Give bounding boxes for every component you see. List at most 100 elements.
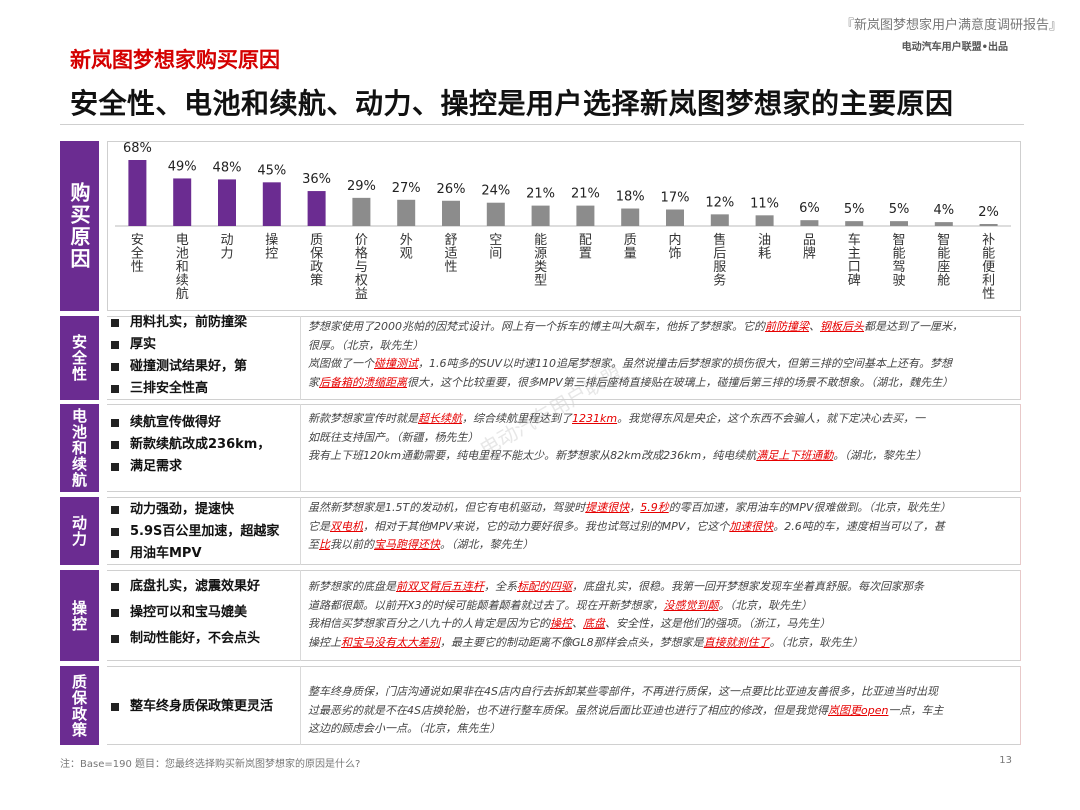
quotes-warranty: 整车终身质保，门店沟通说如果非在4S店内自行去拆卸某些零部件，不再进行质保，这一… [308,683,1014,739]
category-label-15: 品牌 [803,233,816,262]
report-subtitle: 电动汽车用户联盟•出品 [901,42,1008,53]
quotes-battery: 新款梦想家宣传时就是超长续航，综合续航里程达到了1231km。我觉得东风是央企，… [308,410,1014,466]
bar-6 [397,199,416,226]
quote-line: 操控上和宝马没有太大差别，最主要它的制动距离不像GL8那样会点头，梦想家是直接就… [308,635,864,649]
category-label-6: 外观 [400,233,413,262]
bar-1 [173,178,192,226]
row-label-warranty: 质保政策 [60,666,99,745]
bar-7 [442,200,460,226]
quotes-handling: 新梦想家的底盘是前双叉臂后五连杆，全系标配的四驱，底盘扎实，很稳。我第一回开梦想… [308,578,1014,652]
quote-highlight: 和宝马没有太大差别 [341,635,440,649]
bar-10 [576,205,595,226]
quote-highlight: 1231km [572,412,618,425]
row-label-safety: 安全性 [60,316,99,400]
point-item: 新款续航改成236km， [110,434,270,456]
point-item: 用料扎实，前防撞梁 [110,312,247,334]
data-label-4: 36% [302,172,331,187]
quote-highlight: 钢板后头 [820,320,864,333]
quote-line: 新款梦想家宣传时就是超长续航，综合续航里程达到了1231km。我觉得东风是央企，… [308,412,926,425]
bar-13 [710,214,729,226]
data-label-0: 68% [123,141,152,156]
data-label-10: 21% [571,187,600,202]
point-item-cont: 满足需求 [110,456,270,478]
quote-highlight: 满足上下班通勤 [756,449,834,462]
bar-5 [352,197,371,226]
purchase-reasons-label: 购买原因 [60,141,99,311]
points-safety: 用料扎实，前防撞梁 厚实 碰撞测试结果好，第 三排安全性高 [110,312,247,400]
quote-highlight: 加速很快 [729,519,774,533]
quote-highlight: 底盘 [583,617,605,630]
point-item-cont: 用油车MPV [110,543,279,565]
row-frame-battery [107,404,1021,492]
row-frame-handling [107,570,1021,661]
quote-highlight: 宝马跑得还快 [374,538,440,551]
point-item: 碰撞测试结果好，第 [110,356,247,378]
data-label-13: 12% [705,195,734,210]
points-handling: 底盘扎实，滤震效果好 操控可以和宝马媲美 制动性能好，不会点头 [110,576,260,650]
data-label-12: 17% [661,191,690,206]
data-label-18: 4% [933,203,954,218]
data-label-9: 21% [526,187,555,202]
quotes-frame-battery [300,404,1021,492]
bar-18 [934,222,953,226]
data-label-3: 45% [257,163,286,178]
quote-line: 它是双电机，相对于其他MPV来说，它的动力要好很多。我也试驾过别的MPV，它这个… [308,519,945,533]
quote-line: 这边的顾虑会小一点。（北京，焦先生） [308,722,501,735]
point-item: 5.9S百公里加速，超越家 [110,521,279,543]
quote-highlight: 后备箱的溃缩距离 [319,375,407,389]
quote-line: 岚图做了一个碰撞测试，1.6吨多的SUV以时速110追尾梦想家。虽然说撞击后梦想… [308,357,953,370]
quote-line: 虽然新梦想家是1.5T的发动机，但它有电机驱动，驾驶时提速很快，5.9秒的零百加… [308,501,951,514]
bar-14 [755,215,774,226]
quotes-frame-warranty [300,666,1021,745]
quote-line: 新梦想家的底盘是前双叉臂后五连杆，全系标配的四驱，底盘扎实，很稳。我第一回开梦想… [308,580,924,593]
quote-highlight: 提速很快 [585,501,630,514]
page-headline: 安全性、电池和续航、动力、操控是用户选择新岚图梦想家的主要原因 [70,87,954,120]
bar-8 [486,202,505,226]
category-label-17: 智能驾驶 [892,233,905,289]
quote-line: 整车终身质保，门店沟通说如果非在4S店内自行去拆卸某些零部件，不再进行质保，这一… [308,685,938,698]
chart-frame [107,141,1021,311]
points-battery: 续航宣传做得好 新款续航改成236km， 满足需求 [110,412,270,478]
point-item: 底盘扎实，滤震效果好 [110,576,260,598]
quotes-power: 虽然新梦想家是1.5T的发动机，但它有电机驱动，驾驶时提速很快，5.9秒的零百加… [308,499,1014,555]
point-item: 整车终身质保政策更灵活 [110,696,273,718]
quote-highlight: 前双叉臂后五连杆 [396,580,484,593]
point-item: 续航宣传做得好 [110,412,270,434]
bar-3 [262,182,281,226]
data-label-15: 6% [799,201,820,216]
data-label-19: 2% [978,205,999,220]
category-label-16: 车主口碑 [848,232,861,289]
quote-line: 很厚。（北京，耿先生） [308,338,424,352]
quote-highlight: 标配的四驱 [517,580,572,593]
quote-highlight: 直接就刹住了 [703,635,770,649]
row-frame-safety [107,316,1021,400]
quote-line: 至比我以前的宝马跑得还快。（湖北，黎先生） [308,538,534,551]
category-label-0: 安全性 [131,233,144,275]
quote-highlight: 碰撞测试 [374,357,418,370]
quotes-frame-safety [300,316,1021,400]
data-label-8: 24% [481,184,510,199]
data-label-6: 27% [392,181,421,196]
bar-4 [307,191,326,226]
quote-highlight: 岚图更open [827,703,889,717]
category-label-13: 售后服务 [713,232,726,289]
point-item: 制动性能好，不会点头 [110,628,260,650]
category-label-18: 智能座舱 [937,233,950,289]
category-label-2: 动力 [220,233,233,262]
category-label-7: 舒适性 [444,233,457,275]
quote-highlight: 比 [319,538,330,551]
bar-0 [128,160,147,226]
row-label-handling: 操控 [60,570,99,661]
report-title: 『新岚图梦想家用户满意度调研报告』 [840,18,1062,33]
data-label-11: 18% [616,190,645,205]
category-label-1: 电池和续航 [176,233,189,302]
row-frame-warranty [107,666,1021,745]
quote-highlight: 前防撞梁 [765,320,809,333]
point-item-cont: 三排安全性高 [110,378,247,400]
category-label-9: 能源类型 [534,233,547,289]
category-label-14: 油耗 [758,233,771,262]
category-label-3: 操控 [265,232,278,262]
category-label-12: 内饰 [668,232,681,262]
data-label-5: 29% [347,179,376,194]
data-label-14: 11% [750,196,779,211]
